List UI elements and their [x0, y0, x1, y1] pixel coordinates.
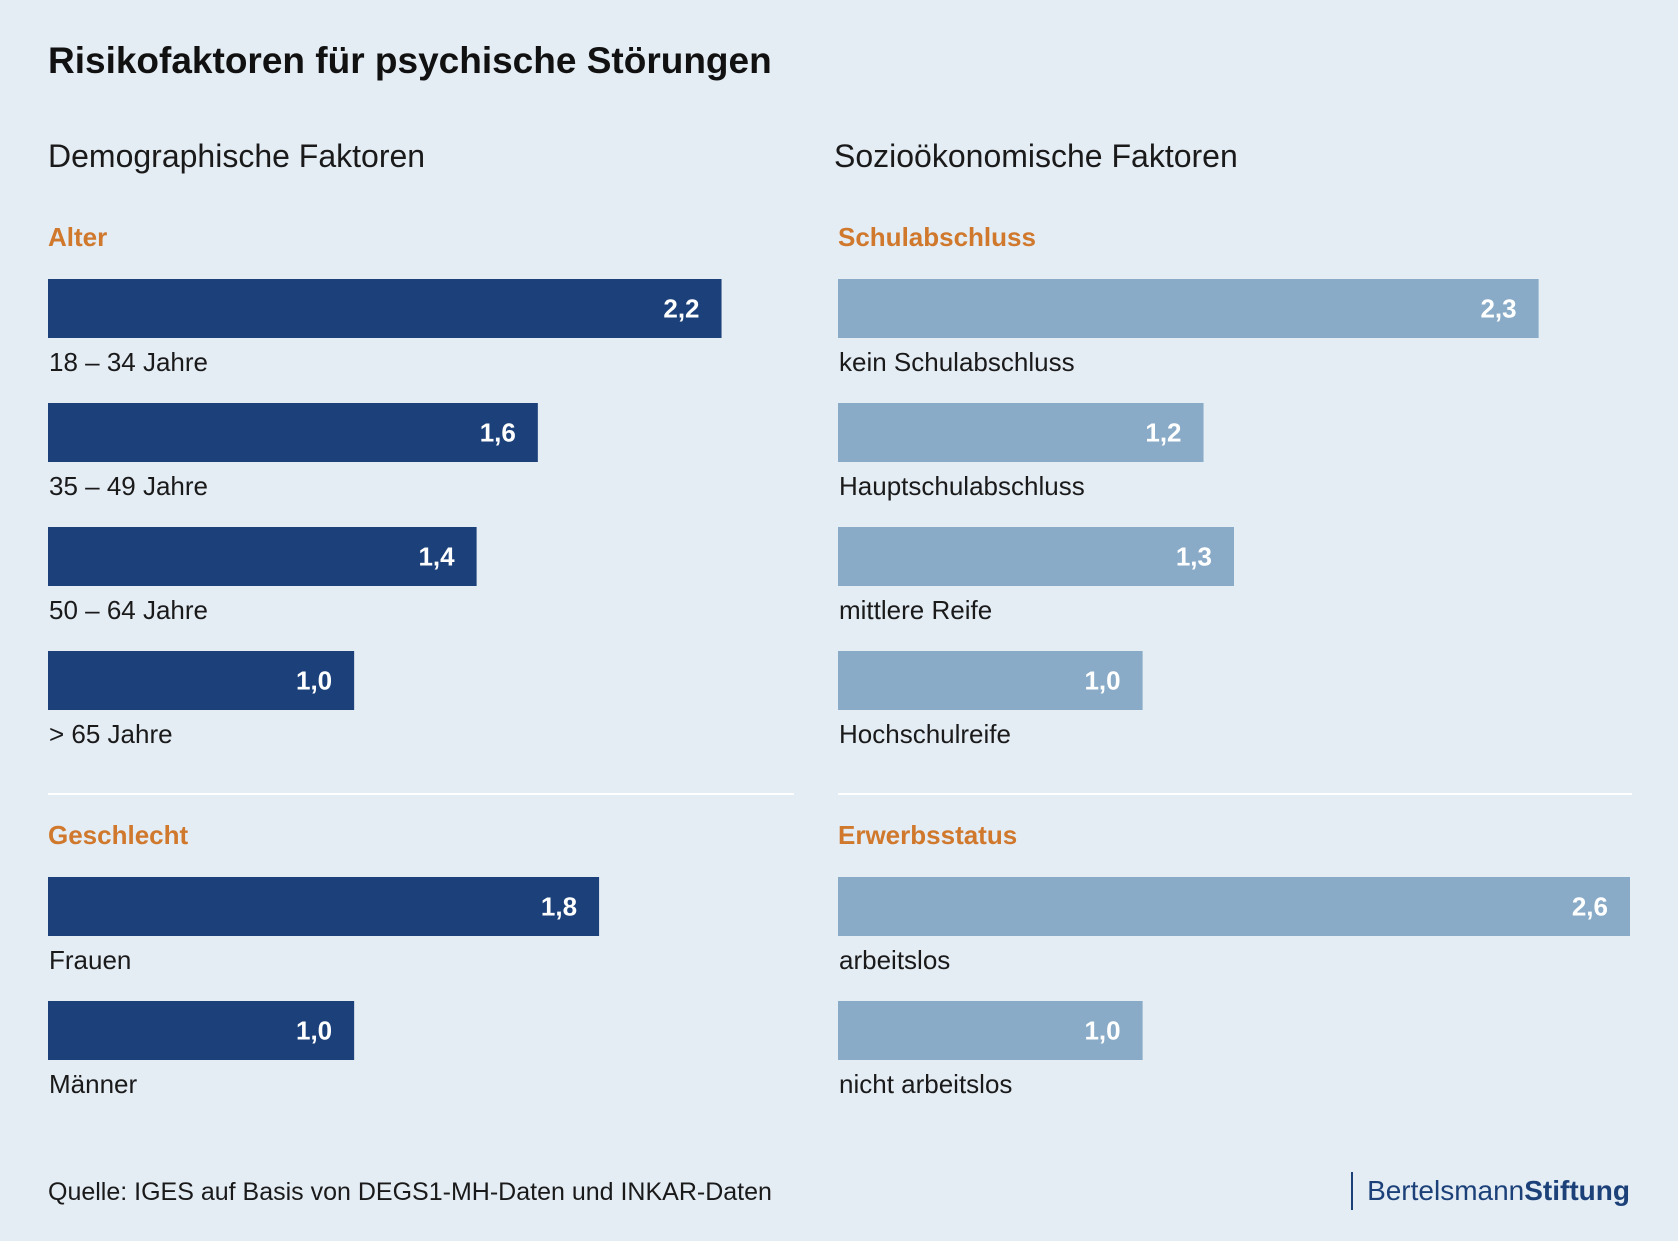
group-label-alter: Alter [48, 222, 107, 252]
category-label: nicht arbeitslos [839, 1069, 1012, 1099]
bar-geschlecht-1 [48, 877, 600, 936]
bar-value-label: 1,8 [541, 892, 577, 922]
bar-alter-4 [48, 651, 355, 710]
source-note: Quelle: IGES auf Basis von DEGS1-MH-Date… [48, 1178, 772, 1206]
group-label-erwerbsstatus: Erwerbsstatus [838, 820, 1017, 850]
category-label: 35 – 49 Jahre [49, 471, 208, 501]
bar-value-label: 2,2 [663, 294, 699, 324]
category-label: Hauptschulabschluss [839, 471, 1085, 501]
category-label: arbeitslos [839, 945, 950, 975]
bar-value-label: 1,0 [1084, 666, 1120, 696]
bar-erwerbsstatus-1 [838, 877, 1630, 936]
bar-value-label: 1,4 [418, 542, 455, 572]
bar-schulabschluss-4 [838, 651, 1143, 710]
bar-value-label: 1,0 [1084, 1016, 1120, 1046]
bar-value-label: 1,2 [1145, 418, 1181, 448]
category-label: 50 – 64 Jahre [49, 595, 208, 625]
category-label: mittlere Reife [839, 595, 992, 625]
category-label: 18 – 34 Jahre [49, 347, 208, 377]
bar-erwerbsstatus-2 [838, 1001, 1143, 1060]
bar-value-label: 2,3 [1480, 294, 1516, 324]
category-label: Männer [49, 1069, 137, 1099]
bar-value-label: 1,0 [296, 666, 332, 696]
bar-schulabschluss-3 [838, 527, 1234, 586]
bar-alter-1 [48, 279, 722, 338]
bar-schulabschluss-1 [838, 279, 1539, 338]
brand-name-regular: Bertelsmann [1367, 1175, 1525, 1206]
left-column-heading: Demographische Faktoren [48, 138, 426, 174]
group-label-schulabschluss: Schulabschluss [838, 222, 1036, 252]
bar-value-label: 1,6 [480, 418, 516, 448]
bertelsmann-stiftung-logo: Bertelsmann Stiftung [1351, 1172, 1630, 1210]
bar-alter-2 [48, 403, 538, 462]
bar-schulabschluss-2 [838, 403, 1204, 462]
category-label: Frauen [49, 945, 131, 975]
right-column-heading: Sozioökonomische Faktoren [834, 138, 1238, 174]
bar-value-label: 2,6 [1572, 892, 1608, 922]
category-label: kein Schulabschluss [839, 347, 1075, 377]
bar-value-label: 1,3 [1176, 542, 1212, 572]
category-label: > 65 Jahre [49, 719, 173, 749]
group-label-geschlecht: Geschlecht [48, 820, 189, 850]
bar-geschlecht-2 [48, 1001, 355, 1060]
category-label: Hochschulreife [839, 719, 1011, 749]
bar-value-label: 1,0 [296, 1016, 332, 1046]
chart-title: Risikofaktoren für psychische Störungen [48, 40, 772, 81]
bar-alter-3 [48, 527, 477, 586]
brand-name-bold: Stiftung [1524, 1175, 1630, 1206]
